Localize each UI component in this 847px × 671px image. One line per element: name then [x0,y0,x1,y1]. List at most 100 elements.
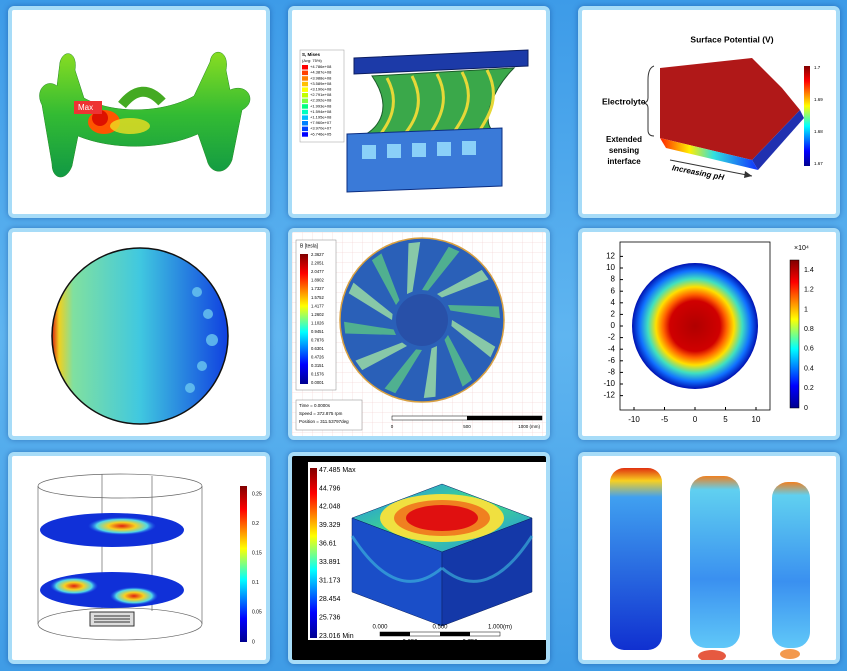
legend-value: +7.960e+07 [310,120,332,125]
cube-contours [350,535,534,583]
info-text: Position = 311.53797deg [299,419,349,424]
jaw-shape [39,51,251,178]
colorbar-tick: 0.2 [804,385,814,392]
scale-label: 500 [463,424,471,429]
colorbar-tick: 1.7 [814,65,821,70]
colorbar-tick: 1.69 [814,97,823,102]
y-tick-label: -10 [603,379,615,388]
spoke [355,342,407,371]
colorbar-tick: 1.67 [814,161,823,166]
legend-swatch [302,81,308,87]
legend-value: +3.190e+08 [310,86,332,91]
legend-value: 0.9451 [311,329,324,334]
y-tick-label: 0 [611,321,616,330]
legend-swatch [302,121,308,126]
panel-capsules [578,452,840,664]
x-tick-label: -10 [628,415,640,424]
cylinder-wire [37,473,203,641]
scale-bar-fill [467,416,542,420]
legend-swatch [302,126,308,132]
max-box [74,101,102,114]
legend-value: 1.2602 [311,312,324,317]
legend-colorbar [300,254,308,384]
legend-value: 1.4177 [311,303,324,308]
legend-value: +2.392e+08 [310,98,332,103]
capsule-hot-end [698,650,726,660]
label: interface [607,157,641,166]
legend-value: +1.195e+08 [310,114,332,119]
legend-value: 1.7327 [311,286,324,291]
legend-value: 1.8902 [311,278,324,283]
scale-label: 0 [391,424,394,429]
motor-figure: B [tesla] 2.3627 2.2051 2.0477 1.8902 1.7327 1… [292,232,546,436]
title: Surface Potential (V) [690,34,773,44]
brace [643,65,655,137]
legend-swatch [302,115,308,120]
colorbar-tick: 0 [252,639,255,645]
teeth [118,86,166,109]
scale-bar-fill [440,632,470,636]
legend-value: 44.796 [319,485,341,492]
colorbar-tick: 1.2 [804,287,814,294]
top-core [406,505,478,531]
y-tick-label: 6 [611,286,616,295]
label: Increasing pH [671,163,725,182]
spoke [407,242,421,294]
scale-label: 0.500 [432,625,448,631]
legend-subtitle: (Avg: 75%) [302,58,322,63]
legend-value: 28.454 [319,596,341,603]
legend-swatch [302,76,308,81]
upper-hot [88,517,156,535]
legend-value: 0.4726 [311,355,324,360]
electrolyte-block [660,58,800,160]
legend-value: 0.6301 [311,346,324,351]
capsule-hot-end [780,649,800,659]
base-pads [362,141,476,159]
panel-jaw: Max [8,6,270,218]
disk-figure [51,247,229,425]
base [346,127,503,193]
legend-value: 0.3151 [311,363,324,368]
colorbar-tick: 0.2 [252,521,259,527]
legend-value: +4.786e+08 [310,64,332,69]
sensing-strip [660,138,758,170]
colorbar [804,66,810,166]
legend-value: 2.2051 [311,261,324,266]
colorbar-tick: 0.4 [804,365,814,372]
cube-right [441,517,533,627]
colorbar-tick: 0.05 [252,610,262,616]
side-face [752,110,804,170]
colorbar-tick: 1 [804,306,808,313]
panel-cylinder: 0.25 0.2 0.15 0.1 0.05 0 [8,452,270,664]
info-text: Time = 0.0000s [299,403,331,408]
radial-field [632,263,758,389]
scale-label: 1.000(m) [488,625,512,631]
y-tick-label: -6 [608,356,616,365]
max-label: Max [78,103,93,112]
coil [89,611,135,627]
disk [51,247,229,425]
legend-value: 0.0001 [311,380,324,385]
legend-value: +6.746e+05 [310,131,332,136]
capsule [690,476,740,648]
spoke [437,269,489,298]
legend-value: +3.589e+08 [310,81,332,86]
colorbar-tick: 0 [804,405,808,412]
potential-figure: Surface Potential (V) Electrolyte Extended… [602,34,823,182]
capsules-figure [610,468,810,660]
x-tick-label: -5 [661,415,669,424]
comb-figure: S, Mises(Avg: 75%)+4.786e+08+4.387e+08+3… [299,49,529,193]
lower-hot [50,577,98,595]
legend-value: +2.791e+08 [310,92,332,97]
y-tick-label: 8 [611,275,616,284]
legend-swatch [302,65,308,70]
legend-value: 47.485 Max [319,467,356,474]
panel-radial: 12 10 8 6 4 2 0 -2 -4 -6 -8 -10 -12 -10 -5 0 5 10 ×10⁴ 1.4 1… [578,228,840,440]
label: Extended [606,135,642,144]
legend-value: +4.387e+08 [310,70,332,75]
legend-value: 23.016 Min [319,633,354,640]
x-tick-label: 0 [693,415,698,424]
legend-value: 2.3627 [311,252,324,257]
panel-cube: 47.485 Max 44.796 42.048 39.329 36.61 33.891 3… [288,452,550,664]
